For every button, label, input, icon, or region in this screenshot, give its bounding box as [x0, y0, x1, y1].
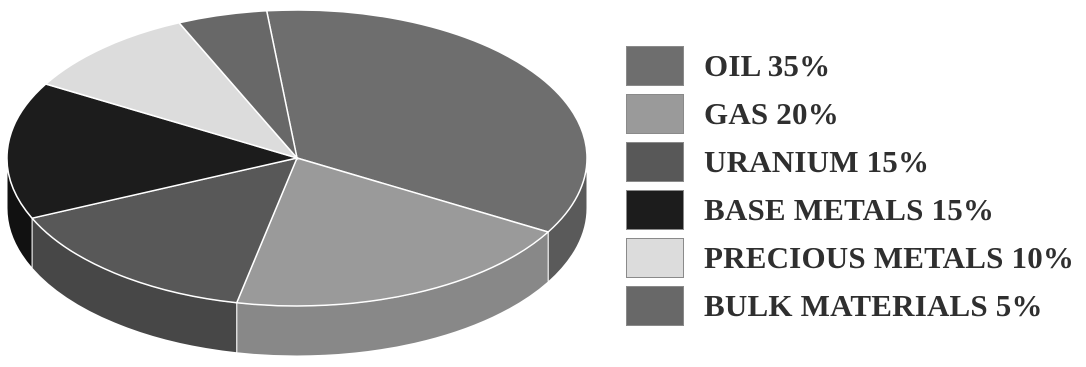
pie-slice-gas: [235, 157, 550, 307]
pie-slice-precious-metals: [44, 21, 300, 160]
legend-swatch-gas: [626, 94, 684, 134]
pie-slice-base-metals: [6, 83, 300, 220]
legend-swatch-bulk-materials: [626, 286, 684, 326]
legend-label-oil: OIL 35%: [704, 48, 831, 83]
legend-label-base-metals: BASE METALS 15%: [704, 192, 995, 227]
legend-item-bulk-materials: BULK MATERIALS 5%: [626, 282, 1084, 330]
legend-swatch-precious-metals: [626, 238, 684, 278]
pie-slice-uranium: [30, 156, 299, 304]
legend-label-gas: GAS 20%: [704, 96, 839, 131]
legend-item-precious-metals: PRECIOUS METALS 10%: [626, 234, 1084, 282]
legend-swatch-oil: [626, 46, 684, 86]
chart-legend: OIL 35% GAS 20% URANIUM 15% BASE METALS …: [626, 42, 1084, 330]
legend-label-bulk-materials: BULK MATERIALS 5%: [704, 288, 1043, 323]
legend-label-uranium: URANIUM 15%: [704, 144, 930, 179]
legend-swatch-uranium: [626, 142, 684, 182]
legend-item-uranium: URANIUM 15%: [626, 138, 1084, 186]
legend-item-gas: GAS 20%: [626, 90, 1084, 138]
legend-item-base-metals: BASE METALS 15%: [626, 186, 1084, 234]
pie-chart: [6, 9, 588, 357]
legend-swatch-base-metals: [626, 190, 684, 230]
legend-item-oil: OIL 35%: [626, 42, 1084, 90]
pie-top: [6, 9, 588, 307]
pie-slice-bulk-materials: [177, 10, 299, 161]
legend-label-precious-metals: PRECIOUS METALS 10%: [704, 240, 1075, 275]
pie-side-walls: [6, 157, 588, 357]
pie-slice-oil: [265, 9, 588, 233]
